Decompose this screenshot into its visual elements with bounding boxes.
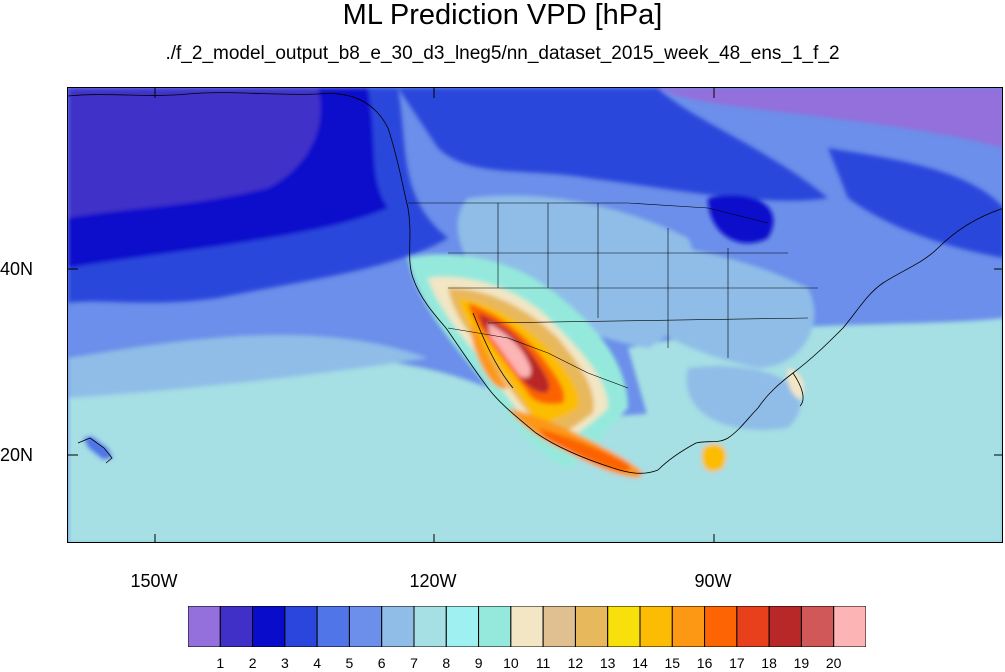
colorbar-label: 17 — [729, 655, 745, 671]
colorbar-swatch — [704, 606, 738, 647]
colorbar-swatch — [413, 606, 447, 647]
borders — [408, 202, 818, 389]
colorbar-swatch — [671, 606, 706, 647]
colorbar-label: 8 — [442, 655, 451, 671]
colorbar-swatch — [478, 606, 512, 647]
colorbar-swatch — [188, 606, 221, 647]
colorbar-swatch — [284, 606, 318, 647]
colorbar-label: 1 — [216, 655, 225, 671]
colorbar-label: 16 — [696, 655, 713, 671]
frame-ticks — [68, 88, 1002, 542]
colorbar-swatch — [348, 606, 383, 647]
colorbar-swatch — [574, 606, 609, 647]
colorbar-swatch — [736, 606, 770, 647]
colorbar-swatch — [510, 606, 544, 647]
colorbar-swatch — [445, 606, 480, 647]
lon-tick-150w: 150W — [130, 571, 178, 591]
colorbar-swatches — [188, 606, 866, 647]
colorbar-label: 6 — [377, 655, 386, 671]
colorbar-label: 12 — [567, 655, 584, 671]
colorbar-swatch — [381, 606, 415, 647]
colorbar-label: 18 — [761, 655, 777, 671]
colorbar-swatch — [316, 606, 350, 647]
colorbar-label: 11 — [535, 655, 551, 671]
lon-tick-120w: 120W — [409, 571, 457, 591]
lat-tick-40n: 40N — [0, 259, 34, 279]
colorbar-label: 20 — [825, 655, 842, 671]
colorbar-label: 15 — [664, 655, 681, 671]
vpd-map-canvas — [68, 88, 1002, 542]
map-subtitle: ./f_2_model_output_b8_e_30_d3_lneg5/nn_d… — [165, 43, 840, 64]
colorbar-label: 13 — [599, 655, 616, 671]
colorbar-label: 10 — [503, 655, 519, 671]
colorbar-swatch — [252, 606, 286, 647]
colorbar-swatch — [219, 606, 254, 647]
colorbar-label: 14 — [632, 655, 648, 671]
colorbar-label: 4 — [313, 655, 321, 671]
colorbar-swatch — [639, 606, 673, 647]
colorbar-swatch — [607, 606, 641, 647]
colorbar-swatch — [833, 606, 866, 647]
colorbar-label: 9 — [474, 655, 483, 671]
lat-tick-20n: 20N — [0, 445, 34, 465]
vpd-field — [68, 88, 1002, 542]
colorbar — [188, 606, 866, 647]
colorbar-label: 5 — [345, 655, 354, 671]
colorbar-label: 3 — [280, 655, 289, 671]
colorbar-swatch — [768, 606, 802, 647]
coastlines — [68, 92, 1002, 474]
lon-tick-90w: 90W — [694, 571, 732, 591]
colorbar-swatch — [542, 606, 576, 647]
vpd-map — [67, 87, 1003, 543]
colorbar-swatch — [800, 606, 835, 647]
colorbar-label: 19 — [793, 655, 810, 671]
colorbar-label: 2 — [248, 655, 257, 671]
map-title: ML Prediction VPD [hPa] — [342, 0, 663, 31]
colorbar-label: 7 — [410, 655, 418, 671]
